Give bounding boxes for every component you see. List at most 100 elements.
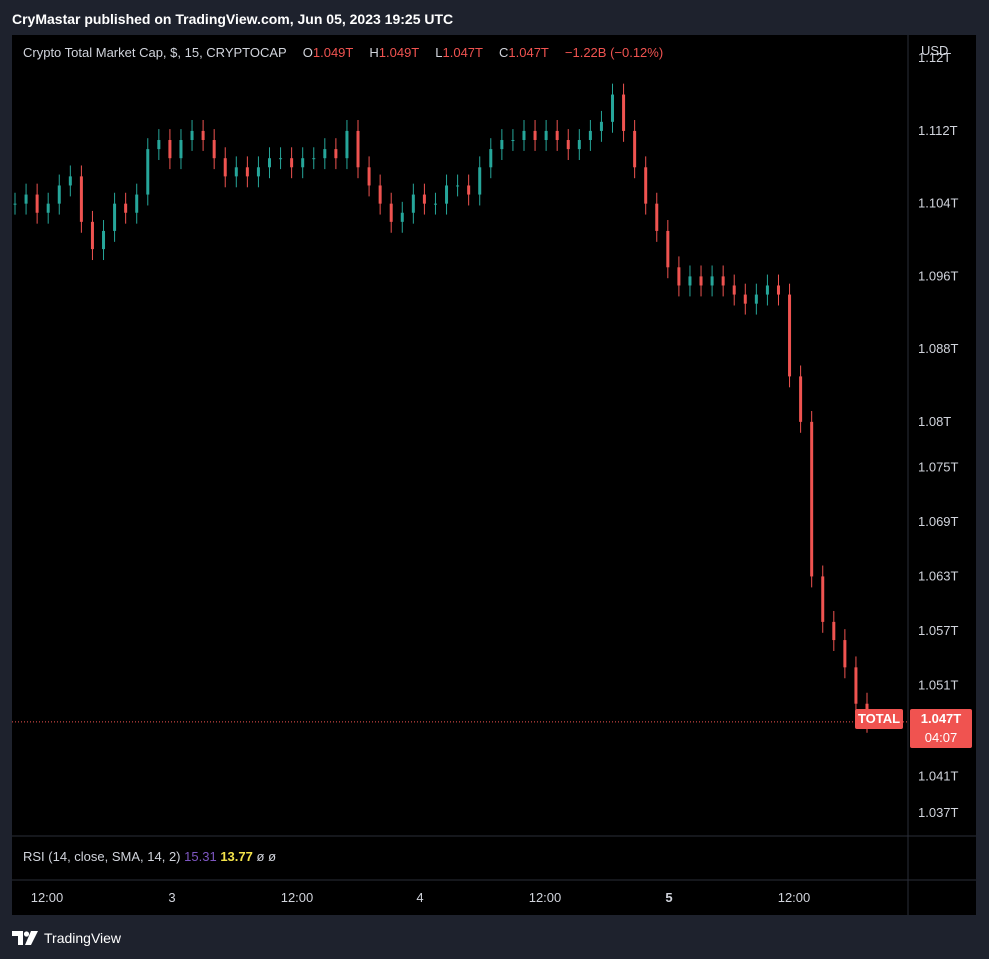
candle-body [157, 140, 161, 150]
rsi-legend: RSI (14, close, SMA, 14, 2) 15.31 13.77 … [23, 848, 276, 866]
high-label: H [369, 45, 379, 60]
candle-body [622, 94, 626, 131]
candle-body [356, 130, 360, 168]
candle-body [234, 167, 238, 177]
candle-body [666, 230, 670, 268]
candle-body [267, 158, 271, 168]
candle-body [577, 140, 581, 150]
candle-body [290, 158, 294, 168]
candle-body [90, 221, 94, 250]
candle-body [754, 294, 758, 304]
candle-body [732, 285, 736, 295]
candle-body [433, 203, 437, 205]
price-tick-label: 1.069T [918, 514, 959, 529]
candle-body [312, 158, 316, 160]
candle-body [799, 376, 803, 422]
candle-body [345, 130, 349, 159]
candle-body [655, 203, 659, 231]
candle-body [24, 194, 28, 204]
candle-body [445, 185, 449, 204]
candle-body [843, 640, 847, 668]
close-value: 1.047T [508, 45, 549, 60]
change-value: −1.22B (−0.12%) [564, 45, 664, 60]
candle-body [135, 194, 139, 213]
candle-body [422, 194, 426, 204]
time-tick-label: 12:00 [778, 890, 811, 905]
rsi-title: RSI (14, close, SMA, 14, 2) [23, 849, 181, 864]
low-value: 1.047T [442, 45, 483, 60]
candle-body [190, 130, 194, 141]
price-tick-label: 1.104T [918, 196, 959, 211]
candle-body [245, 167, 249, 177]
candle-body [721, 276, 725, 286]
rsi-extra-2: ø [268, 849, 277, 864]
candle-body [323, 149, 327, 159]
candle-body [854, 667, 858, 704]
candle-body [489, 149, 493, 168]
candle-body [832, 621, 836, 641]
candle-body [511, 140, 515, 142]
low-label: L [435, 45, 443, 60]
price-tick-label: 1.08T [918, 414, 951, 429]
price-tick-label: 1.096T [918, 268, 959, 283]
candle-body [644, 167, 648, 204]
footer-brand[interactable]: TradingView [12, 927, 121, 949]
open-value: 1.049T [312, 45, 354, 60]
rsi-extra-1: ø [256, 849, 265, 864]
publisher-header: CryMastar published on TradingView.com, … [12, 11, 454, 27]
candle-body [743, 294, 747, 304]
candle-body [367, 167, 371, 186]
candle-body [212, 140, 216, 159]
candle-body [788, 294, 792, 377]
candle-body [633, 130, 637, 168]
candle-body [776, 285, 780, 295]
candle-body [588, 130, 592, 141]
chart-area[interactable]: 1.12T 1.112T 1.104T 1.096T 1.088T 1.08T 1.075T… [12, 35, 976, 915]
last-price-value: 1.047T [920, 711, 962, 726]
rsi-ma-value: 13.77 [220, 849, 253, 864]
price-tick-label: 1.075T [918, 459, 959, 474]
symbol-price-tag: TOTAL [855, 709, 903, 729]
candle-body [555, 130, 559, 141]
candle-body [334, 149, 338, 159]
candle-body [146, 149, 150, 195]
open-label: O [302, 45, 313, 60]
candle-body [411, 194, 415, 213]
candle-body [124, 203, 128, 213]
price-tick-label: 1.057T [918, 623, 959, 638]
price-tick-label: 1.12T [918, 50, 951, 65]
candle-body [102, 230, 106, 250]
rsi-value: 15.31 [184, 849, 217, 864]
price-tick-label: 1.112T [918, 123, 958, 138]
candle-body [599, 121, 603, 131]
candle-body [522, 130, 526, 141]
time-tick-label: 4 [416, 890, 423, 905]
candle-body [611, 94, 615, 122]
candle-body [201, 130, 205, 141]
candle-body [223, 158, 227, 177]
price-tick-label: 1.063T [918, 568, 959, 583]
candle-body [566, 140, 570, 150]
candle-body [467, 185, 471, 195]
bar-countdown: 04:07 [924, 730, 958, 745]
time-tick-label: 12:00 [281, 890, 314, 905]
candle-body [821, 576, 825, 622]
time-tick-label: 3 [168, 890, 175, 905]
candle-body [544, 130, 548, 141]
candle-body [35, 194, 39, 213]
time-tick-label: 12:00 [31, 890, 64, 905]
candle-body [57, 185, 61, 204]
tradingview-logo-icon [12, 931, 38, 945]
candle-body [699, 276, 703, 286]
candle-body [533, 130, 537, 141]
candle-body [279, 158, 283, 160]
candle-body [810, 421, 814, 577]
chart-canvas[interactable]: 1.12T 1.112T 1.104T 1.096T 1.088T 1.08T 1.075T… [12, 35, 976, 915]
currency-label[interactable]: USD [921, 43, 949, 58]
candle-body [113, 203, 117, 231]
candle-body [688, 276, 692, 286]
candle-body [46, 203, 50, 213]
candle-body [179, 140, 183, 159]
price-tick-label: 1.088T [918, 341, 959, 356]
symbol-title: Crypto Total Market Cap, $, 15, CRYPTOCA… [23, 45, 287, 60]
